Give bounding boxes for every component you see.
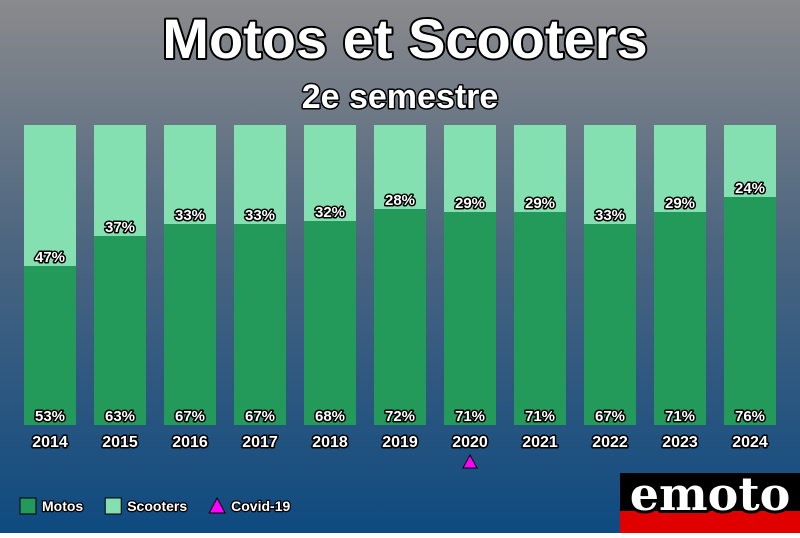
bar-segment: [94, 236, 146, 425]
value-label: 47%: [35, 249, 65, 266]
value-label: 71%: [455, 408, 485, 425]
x-tick-label: 2020: [452, 434, 488, 451]
bar-segment: [234, 125, 286, 224]
value-label: 71%: [665, 408, 695, 425]
value-label: 72%: [385, 408, 415, 425]
value-label: 24%: [735, 180, 765, 197]
bar-segment: [514, 212, 566, 425]
bar-segment: [164, 125, 216, 224]
value-label: 29%: [665, 195, 695, 212]
value-label: 53%: [35, 408, 65, 425]
bar-segment: [444, 125, 496, 212]
value-label: 76%: [735, 408, 765, 425]
value-label: 29%: [525, 195, 555, 212]
value-label: 71%: [525, 408, 555, 425]
bar-segment: [304, 221, 356, 425]
bar-segment: [654, 125, 706, 212]
value-label: 68%: [315, 408, 345, 425]
bar-segment: [514, 125, 566, 212]
bar-segment: [654, 212, 706, 425]
x-tick-label: 2016: [172, 434, 208, 451]
value-label: 67%: [595, 408, 625, 425]
x-tick-label: 2017: [242, 434, 278, 451]
bar-segment: [584, 224, 636, 425]
legend-label: Scooters: [127, 498, 187, 514]
bar-segment: [724, 197, 776, 425]
value-label: 67%: [175, 408, 205, 425]
value-label: 33%: [175, 207, 205, 224]
legend-label: Motos: [42, 498, 83, 514]
value-label: 28%: [385, 192, 415, 209]
legend-label: Covid-19: [231, 498, 290, 514]
x-tick-label: 2021: [522, 434, 558, 451]
value-label: 37%: [105, 219, 135, 236]
x-tick-label: 2022: [592, 434, 628, 451]
bar-segment: [374, 125, 426, 209]
x-tick-label: 2023: [662, 434, 698, 451]
bar-segment: [24, 266, 76, 425]
chart-title: Motos et Scooters: [162, 7, 647, 70]
bar-segment: [94, 125, 146, 236]
bar-segment: [584, 125, 636, 224]
value-label: 32%: [315, 204, 345, 221]
logo: emoto: [630, 467, 791, 521]
bar-segment: [374, 209, 426, 425]
annotation-marker: [462, 453, 478, 469]
x-tick-label: 2014: [32, 434, 68, 451]
legend-swatch: [104, 497, 122, 515]
bar-segment: [304, 125, 356, 221]
legend-swatch: [19, 497, 37, 515]
legend-marker: [208, 496, 226, 514]
chart-subtitle: 2e semestre: [302, 78, 499, 116]
value-label: 33%: [245, 207, 275, 224]
value-label: 63%: [105, 408, 135, 425]
value-label: 29%: [455, 195, 485, 212]
x-tick-label: 2018: [312, 434, 348, 451]
value-label: 33%: [595, 207, 625, 224]
x-tick-label: 2019: [382, 434, 418, 451]
logo-top: [620, 473, 800, 511]
value-label: 67%: [245, 408, 275, 425]
bar-segment: [164, 224, 216, 425]
bar-segment: [234, 224, 286, 425]
x-tick-label: 2024: [732, 434, 768, 451]
bar-segment: [24, 125, 76, 266]
bar-segment: [724, 125, 776, 197]
x-tick-label: 2015: [102, 434, 138, 451]
bar-segment: [444, 212, 496, 425]
